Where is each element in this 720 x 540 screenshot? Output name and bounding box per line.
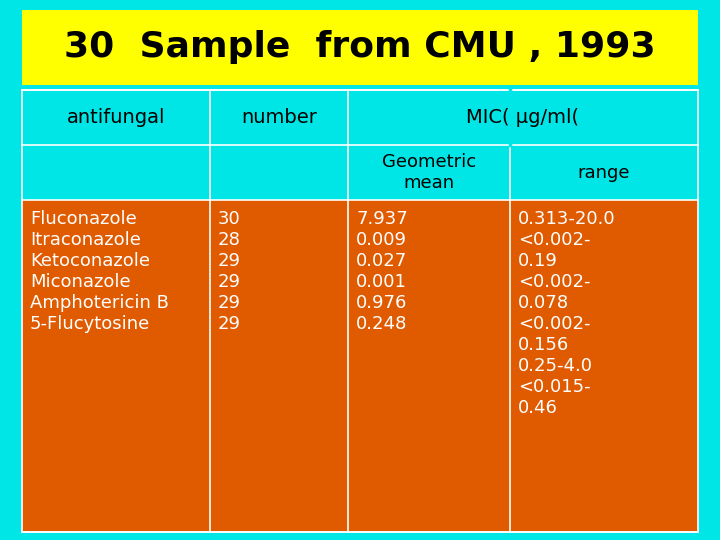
Text: Itraconazole: Itraconazole <box>30 231 141 249</box>
Text: 0.027: 0.027 <box>356 252 408 270</box>
Text: 5-Flucytosine: 5-Flucytosine <box>30 315 150 333</box>
Text: range: range <box>577 164 630 181</box>
FancyBboxPatch shape <box>22 90 698 145</box>
Text: MIC( μg/ml(: MIC( μg/ml( <box>467 108 580 127</box>
Text: 0.313-20.0: 0.313-20.0 <box>518 210 616 228</box>
Text: Geometric
mean: Geometric mean <box>382 153 476 192</box>
Text: 0.46: 0.46 <box>518 399 558 417</box>
Text: 29: 29 <box>218 252 241 270</box>
Text: <0.002-: <0.002- <box>518 231 590 249</box>
Text: 28: 28 <box>218 231 241 249</box>
Text: 0.248: 0.248 <box>356 315 408 333</box>
FancyBboxPatch shape <box>22 145 698 200</box>
Text: Ketoconazole: Ketoconazole <box>30 252 150 270</box>
Text: Fluconazole: Fluconazole <box>30 210 137 228</box>
Text: 29: 29 <box>218 273 241 291</box>
Text: Miconazole: Miconazole <box>30 273 130 291</box>
Text: 0.976: 0.976 <box>356 294 408 312</box>
Text: number: number <box>241 108 317 127</box>
Text: 29: 29 <box>218 294 241 312</box>
Text: 0.001: 0.001 <box>356 273 407 291</box>
Text: 0.25-4.0: 0.25-4.0 <box>518 357 593 375</box>
Text: 30  Sample  from CMU , 1993: 30 Sample from CMU , 1993 <box>64 30 656 64</box>
Text: 7.937: 7.937 <box>356 210 408 228</box>
Text: <0.002-: <0.002- <box>518 315 590 333</box>
Text: 29: 29 <box>218 315 241 333</box>
Text: 0.19: 0.19 <box>518 252 558 270</box>
Text: <0.015-: <0.015- <box>518 378 590 396</box>
FancyBboxPatch shape <box>22 200 698 532</box>
FancyBboxPatch shape <box>22 10 698 85</box>
Text: 30: 30 <box>218 210 240 228</box>
Text: <0.002-: <0.002- <box>518 273 590 291</box>
Text: Amphotericin B: Amphotericin B <box>30 294 169 312</box>
Text: antifungal: antifungal <box>67 108 166 127</box>
Text: 0.078: 0.078 <box>518 294 569 312</box>
Text: 0.009: 0.009 <box>356 231 407 249</box>
Text: 0.156: 0.156 <box>518 336 570 354</box>
